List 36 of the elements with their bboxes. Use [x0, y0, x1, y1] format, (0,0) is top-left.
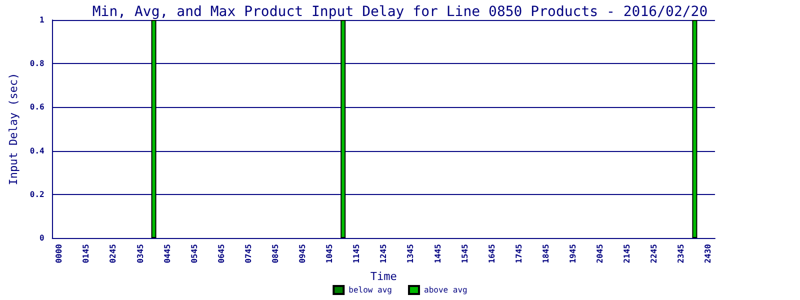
y-axis-title: Input Delay (sec)	[7, 72, 20, 186]
x-tick-label: 1245	[379, 244, 388, 264]
x-tick-label: 1845	[541, 244, 550, 264]
x-tick-label: 1645	[487, 244, 496, 264]
x-tick-label: 0445	[162, 244, 172, 264]
y-tick-label: 0.2	[30, 190, 45, 199]
x-tick-label: 0145	[82, 244, 91, 264]
x-tick-label: 1945	[568, 244, 578, 264]
x-tick-label: 2045	[596, 244, 605, 264]
x-tick-label: 0245	[108, 244, 118, 264]
legend-label: below avg	[348, 286, 392, 294]
x-tick-label: 0845	[270, 244, 280, 264]
x-tick-label: 0000	[54, 244, 64, 264]
x-tick-label: 2430	[704, 244, 713, 264]
x-tick-label: 1045	[325, 244, 334, 264]
x-tick-label: 1545	[460, 244, 470, 264]
y-tick-label: 0	[40, 234, 45, 242]
x-tick-label: 1445	[433, 244, 442, 264]
x-tick-label: 2345	[676, 244, 686, 264]
x-tick-label: 2145	[622, 244, 632, 264]
y-tick-label: 0.8	[30, 59, 45, 68]
x-tick-label: 2245	[650, 244, 659, 264]
y-tick-label: 0.4	[30, 146, 45, 156]
x-tick-label: 0645	[216, 244, 226, 264]
x-tick-label: 1345	[406, 244, 416, 264]
x-tick-label: 0545	[190, 244, 199, 264]
x-tick-label: 0945	[298, 244, 308, 264]
x-tick-label: 1145	[352, 244, 362, 264]
legend-label: above avg	[424, 286, 468, 294]
x-tick-label: 0745	[244, 244, 253, 264]
chart-title: Min, Avg, and Max Product Input Delay for Line 0850 Products - 2016/02/20	[92, 4, 708, 20]
x-axis-title: Time	[370, 270, 397, 284]
y-tick-label: 0.6	[30, 102, 45, 112]
x-tick-label: 0345	[136, 244, 145, 264]
x-tick-label: 1745	[514, 244, 524, 264]
y-tick-label: 1	[40, 16, 45, 24]
